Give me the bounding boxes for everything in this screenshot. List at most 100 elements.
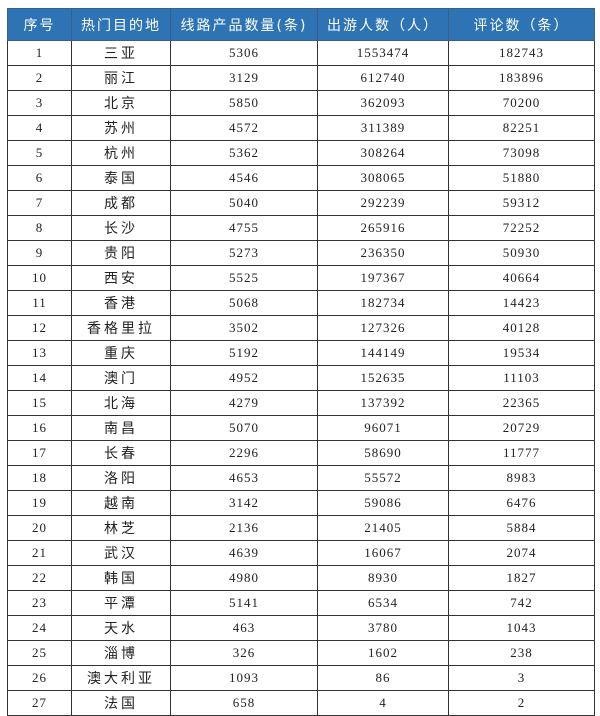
table-row: 7 成都 5040 292239 59312 (7, 190, 595, 216)
destination: 北京 (71, 90, 171, 116)
destination: 武汉 (71, 540, 171, 566)
row-index: 6 (7, 165, 72, 191)
review-count: 182743 (448, 40, 595, 66)
product-count: 5362 (170, 140, 318, 166)
table-row: 14 澳门 4952 152635 11103 (7, 365, 595, 391)
destination: 杭州 (71, 140, 171, 166)
traveler-count: 58690 (317, 440, 449, 466)
row-index: 21 (7, 540, 72, 566)
destination: 香港 (71, 290, 171, 316)
row-index: 4 (7, 115, 72, 141)
destination: 贵阳 (71, 240, 171, 266)
product-count: 5040 (170, 190, 318, 216)
table-row: 27 法国 658 4 2 (7, 690, 595, 716)
destinations-table: 序号 热门目的地 线路产品数量(条) 出游人数（人） 评论数（条） 1 三亚 530… (7, 8, 595, 716)
destination: 丽江 (71, 65, 171, 91)
header-reviews: 评论数（条） (448, 8, 595, 41)
review-count: 11103 (448, 365, 595, 391)
row-index: 7 (7, 190, 72, 216)
product-count: 3129 (170, 65, 318, 91)
traveler-count: 6534 (317, 590, 449, 616)
header-products: 线路产品数量(条) (170, 8, 318, 41)
table-row: 1 三亚 5306 1553474 182743 (7, 40, 595, 66)
header-travelers: 出游人数（人） (317, 8, 449, 41)
product-count: 1093 (170, 665, 318, 691)
table-row: 18 洛阳 4653 55572 8983 (7, 465, 595, 491)
review-count: 22365 (448, 390, 595, 416)
product-count: 4639 (170, 540, 318, 566)
table-row: 2 丽江 3129 612740 183896 (7, 65, 595, 91)
row-index: 10 (7, 265, 72, 291)
row-index: 16 (7, 415, 72, 441)
destination: 洛阳 (71, 465, 171, 491)
destination: 香格里拉 (71, 315, 171, 341)
destination: 天水 (71, 615, 171, 641)
review-count: 73098 (448, 140, 595, 166)
product-count: 4755 (170, 215, 318, 241)
review-count: 742 (448, 590, 595, 616)
destination: 淄博 (71, 640, 171, 666)
review-count: 82251 (448, 115, 595, 141)
product-count: 5273 (170, 240, 318, 266)
row-index: 8 (7, 215, 72, 241)
row-index: 24 (7, 615, 72, 641)
destination: 重庆 (71, 340, 171, 366)
review-count: 183896 (448, 65, 595, 91)
review-count: 5884 (448, 515, 595, 541)
destination: 泰国 (71, 165, 171, 191)
row-index: 23 (7, 590, 72, 616)
review-count: 6476 (448, 490, 595, 516)
table-row: 20 林芝 2136 21405 5884 (7, 515, 595, 541)
product-count: 4980 (170, 565, 318, 591)
row-index: 15 (7, 390, 72, 416)
header-index: 序号 (7, 8, 72, 41)
table-row: 21 武汉 4639 16067 2074 (7, 540, 595, 566)
product-count: 5306 (170, 40, 318, 66)
review-count: 8983 (448, 465, 595, 491)
row-index: 20 (7, 515, 72, 541)
destination: 长沙 (71, 215, 171, 241)
destination: 韩国 (71, 565, 171, 591)
table-body: 1 三亚 5306 1553474 182743 2 丽江 3129 612740 183896 3… (7, 40, 595, 716)
table-row: 24 天水 463 3780 1043 (7, 615, 595, 641)
product-count: 5850 (170, 90, 318, 116)
product-count: 5192 (170, 340, 318, 366)
row-index: 18 (7, 465, 72, 491)
product-count: 3142 (170, 490, 318, 516)
row-index: 12 (7, 315, 72, 341)
row-index: 22 (7, 565, 72, 591)
row-index: 13 (7, 340, 72, 366)
traveler-count: 1602 (317, 640, 449, 666)
product-count: 658 (170, 690, 318, 716)
traveler-count: 1553474 (317, 40, 449, 66)
row-index: 5 (7, 140, 72, 166)
review-count: 2074 (448, 540, 595, 566)
review-count: 14423 (448, 290, 595, 316)
traveler-count: 612740 (317, 65, 449, 91)
row-index: 27 (7, 690, 72, 716)
product-count: 5070 (170, 415, 318, 441)
product-count: 2296 (170, 440, 318, 466)
destination: 林芝 (71, 515, 171, 541)
table-row: 15 北海 4279 137392 22365 (7, 390, 595, 416)
row-index: 2 (7, 65, 72, 91)
product-count: 4952 (170, 365, 318, 391)
row-index: 14 (7, 365, 72, 391)
destination: 三亚 (71, 40, 171, 66)
product-count: 5141 (170, 590, 318, 616)
table-row: 22 韩国 4980 8930 1827 (7, 565, 595, 591)
traveler-count: 308264 (317, 140, 449, 166)
product-count: 326 (170, 640, 318, 666)
table-header: 序号 热门目的地 线路产品数量(条) 出游人数（人） 评论数（条） (7, 8, 595, 41)
traveler-count: 182734 (317, 290, 449, 316)
review-count: 72252 (448, 215, 595, 241)
destination: 苏州 (71, 115, 171, 141)
product-count: 4572 (170, 115, 318, 141)
review-count: 238 (448, 640, 595, 666)
review-count: 70200 (448, 90, 595, 116)
row-index: 17 (7, 440, 72, 466)
product-count: 2136 (170, 515, 318, 541)
review-count: 19534 (448, 340, 595, 366)
row-index: 1 (7, 40, 72, 66)
traveler-count: 137392 (317, 390, 449, 416)
